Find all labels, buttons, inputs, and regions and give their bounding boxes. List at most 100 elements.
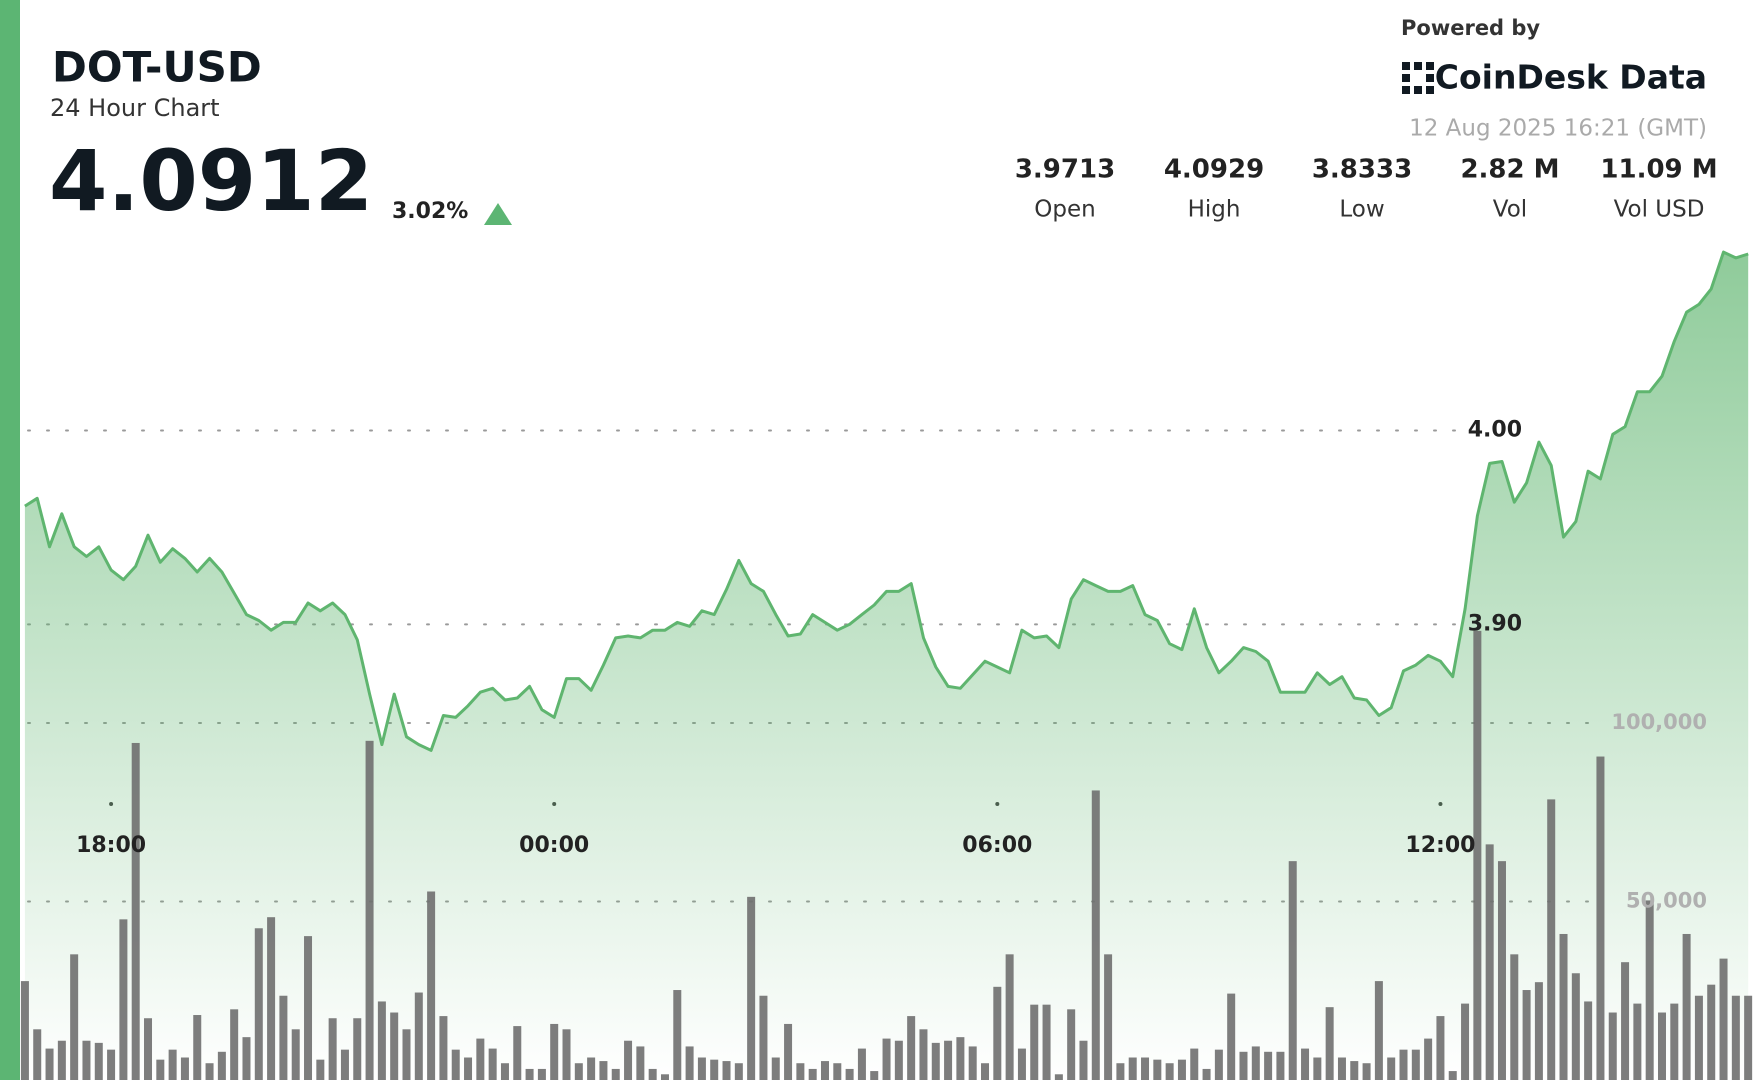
- volume-bar: [1547, 799, 1556, 1080]
- volume-bar: [1744, 995, 1753, 1080]
- volume-bar: [685, 1046, 694, 1080]
- volume-bar: [1596, 756, 1605, 1080]
- volume-bar: [624, 1040, 633, 1080]
- volume-bar: [377, 1001, 386, 1080]
- volume-bar: [1337, 1057, 1346, 1080]
- powered-by: Powered by: [1401, 16, 1540, 40]
- volume-bar: [1719, 958, 1728, 1080]
- volume-bar: [1473, 630, 1482, 1080]
- volume-bar: [1128, 1057, 1137, 1080]
- volume-bar: [1497, 861, 1506, 1080]
- brand: CoinDesk Data: [1435, 58, 1707, 97]
- stat-label: Open: [1034, 197, 1095, 223]
- stat-value: 4.0929: [1164, 155, 1264, 185]
- price-area: [24, 252, 1749, 1080]
- volume-bar: [1239, 1051, 1248, 1080]
- volume-bar: [500, 1063, 509, 1080]
- volume-bar: [1387, 1057, 1396, 1080]
- volume-bar: [1424, 1038, 1433, 1080]
- volume-bar: [1091, 790, 1100, 1080]
- volume-bar: [1276, 1051, 1285, 1080]
- y-tick-label: 3.90: [1468, 611, 1522, 636]
- volume-bar: [353, 1018, 362, 1080]
- symbol: DOT-USD: [52, 43, 262, 92]
- volume-bar: [660, 1074, 669, 1080]
- stat-label: Low: [1339, 197, 1384, 223]
- volume-bar: [1165, 1063, 1174, 1080]
- volume-bar: [1325, 1007, 1334, 1080]
- volume-bar: [648, 1068, 657, 1080]
- volume-bar: [636, 1046, 645, 1080]
- change: 3.02%: [392, 199, 468, 224]
- stat-value: 3.8333: [1312, 155, 1412, 185]
- volume-bar: [20, 981, 29, 1080]
- volume-bar: [1399, 1049, 1408, 1080]
- area-layer: [24, 252, 1749, 1080]
- volume-bar: [464, 1057, 473, 1080]
- volume-bar: [1141, 1057, 1150, 1080]
- volume-bar: [1682, 933, 1691, 1080]
- volume-bar: [537, 1068, 546, 1080]
- y2-tick-label: 50,000: [1626, 888, 1707, 912]
- volume-bar: [328, 1018, 337, 1080]
- volume-bar: [107, 1049, 116, 1080]
- stat-label: Vol: [1493, 197, 1527, 223]
- volume-bar: [94, 1042, 103, 1080]
- volume-bar: [1017, 1048, 1026, 1080]
- volume-bar: [968, 1046, 977, 1080]
- volume-bar: [1079, 1040, 1088, 1080]
- volume-bar: [1030, 1004, 1039, 1080]
- volume-bar: [907, 1016, 916, 1080]
- volume-bar: [304, 936, 313, 1080]
- volume-bar: [1571, 973, 1580, 1080]
- volume-bar: [796, 1063, 805, 1080]
- volume-bar: [1177, 1059, 1186, 1080]
- volume-bar: [1362, 1063, 1371, 1080]
- volume-bar: [1374, 981, 1383, 1080]
- volume-bar: [931, 1042, 940, 1080]
- volume-bar: [254, 928, 263, 1080]
- volume-bar: [1670, 1003, 1679, 1080]
- volume-bar: [119, 919, 128, 1080]
- volume-bar: [230, 1009, 239, 1080]
- volume-bar: [57, 1040, 66, 1080]
- volume-bar: [242, 1037, 251, 1080]
- volume-bar: [882, 1038, 891, 1080]
- volume-bar: [1522, 990, 1531, 1080]
- brand-logo: [1402, 62, 1434, 94]
- volume-bar: [402, 1029, 411, 1080]
- volume-bar: [574, 1063, 583, 1080]
- volume-bar: [1510, 954, 1519, 1080]
- volume-bar: [1485, 844, 1494, 1080]
- stat-label: High: [1188, 197, 1241, 223]
- volume-bar: [1436, 1016, 1445, 1080]
- volume-bar: [1350, 1061, 1359, 1080]
- volume-bar: [476, 1038, 485, 1080]
- volume-bar: [857, 1048, 866, 1080]
- volume-bar: [1657, 1012, 1666, 1080]
- volume-bar: [808, 1068, 817, 1080]
- volume-bar: [451, 1049, 460, 1080]
- volume-bar: [734, 1063, 743, 1080]
- volume-bar: [131, 742, 140, 1080]
- volume-bar: [267, 917, 276, 1080]
- volume-bar: [1264, 1051, 1273, 1080]
- volume-bar: [525, 1068, 534, 1080]
- volume-bar: [1202, 1068, 1211, 1080]
- volume-bar: [365, 740, 374, 1080]
- volume-bar: [279, 995, 288, 1080]
- volume-bar: [1534, 982, 1543, 1080]
- volume-bar: [1153, 1059, 1162, 1080]
- volume-bar: [488, 1048, 497, 1080]
- volume-bar: [1067, 1009, 1076, 1080]
- volume-bar: [894, 1040, 903, 1080]
- volume-bar: [1116, 1063, 1125, 1080]
- volume-bar: [1042, 1004, 1051, 1080]
- volume-bar: [956, 1037, 965, 1080]
- volume-bar: [722, 1061, 731, 1080]
- volume-bar: [390, 1012, 399, 1080]
- volume-bar: [1313, 1057, 1322, 1080]
- volume-bar: [1005, 954, 1014, 1080]
- volume-bar: [611, 1068, 620, 1080]
